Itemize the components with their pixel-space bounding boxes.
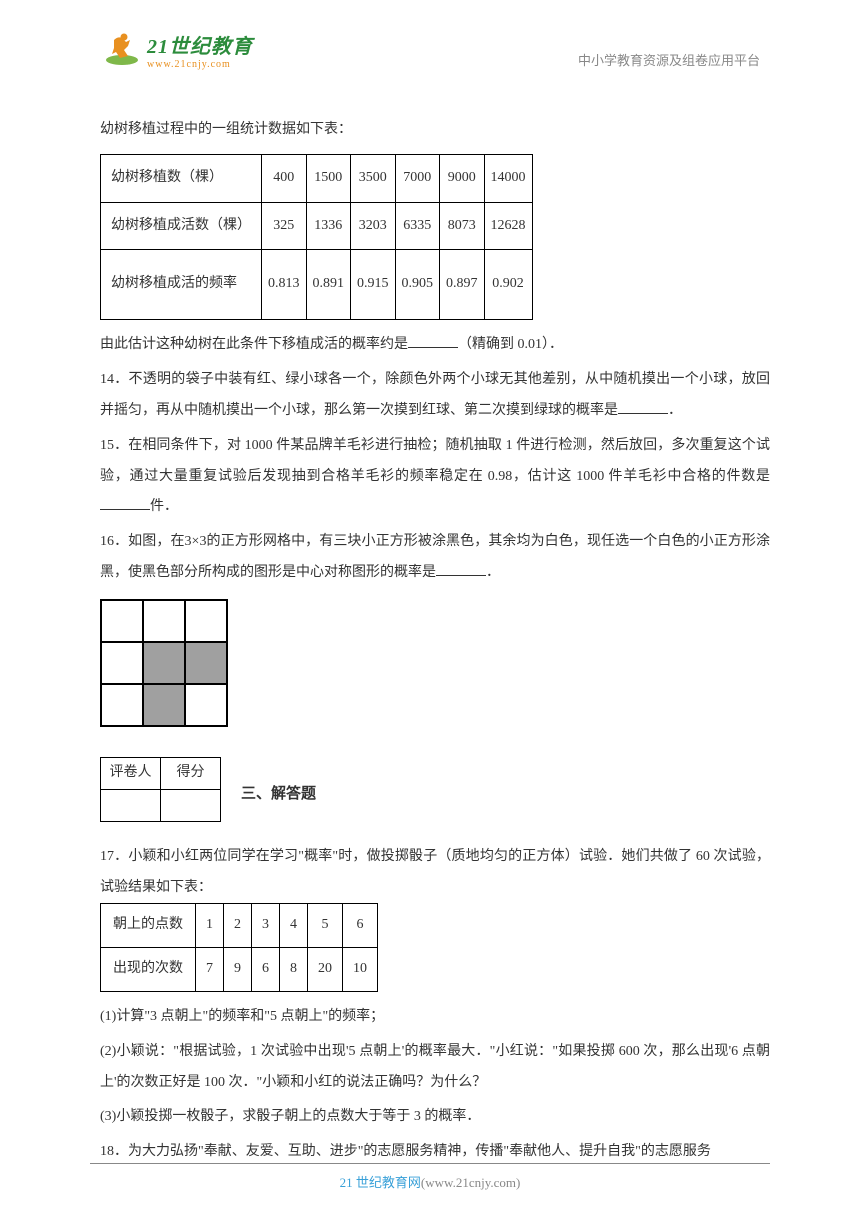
score-box: 评卷人 得分	[100, 757, 221, 832]
question-16: 16．如图，在3×3的正方形网格中，有三块小正方形被涂黑色，其余均为白色，现任选…	[100, 527, 770, 589]
cell: 12628	[484, 202, 532, 250]
cell: 6	[252, 948, 280, 992]
cell: 8073	[440, 202, 485, 250]
grid-table	[100, 599, 228, 727]
cell: 7	[196, 948, 224, 992]
blank-fill	[408, 334, 458, 348]
table-row: 出现的次数 7 9 6 8 20 10	[101, 948, 378, 992]
section-header-row: 评卷人 得分 三、解答题	[100, 757, 770, 832]
grid-figure	[100, 599, 770, 727]
grid-cell-filled	[143, 642, 185, 684]
grid-cell	[185, 600, 227, 642]
cell: 0.905	[395, 250, 440, 320]
text: ．	[668, 403, 682, 418]
cell: 0.902	[484, 250, 532, 320]
grid-cell	[185, 684, 227, 726]
page-content: 幼树移植过程中的一组统计数据如下表： 幼树移植数（棵） 400 1500 350…	[100, 115, 770, 1168]
cell: 3500	[351, 154, 396, 202]
cell: 7000	[395, 154, 440, 202]
cell: 0.897	[440, 250, 485, 320]
cell: 8	[280, 948, 308, 992]
cell: 20	[308, 948, 343, 992]
logo: 21世纪教育 www.21cnjy.com	[100, 30, 253, 70]
text: （精确到 0.01）．	[458, 337, 563, 352]
cell: 3	[252, 904, 280, 948]
cell: 0.813	[262, 250, 307, 320]
question-17-3: (3)小颖投掷一枚骰子，求骰子朝上的点数大于等于 3 的概率．	[100, 1102, 770, 1133]
cell: 4	[280, 904, 308, 948]
cell: 400	[262, 154, 307, 202]
cell: 0.891	[306, 250, 351, 320]
grid-cell	[143, 600, 185, 642]
section-title: 三、解答题	[241, 778, 316, 811]
question-13-tail: 由此估计这种幼树在此条件下移植成活的概率约是 （精确到 0.01）．	[100, 330, 770, 361]
score-header: 得分	[161, 757, 221, 789]
cell: 9000	[440, 154, 485, 202]
cell-label: 朝上的点数	[101, 904, 196, 948]
question-17: 17．小颖和小红两位同学在学习"概率"时，做投掷骰子（质地均匀的正方体）试验．她…	[100, 842, 770, 904]
blank-fill	[436, 562, 486, 576]
logo-title: 21世纪教育	[147, 30, 253, 59]
text: 件．	[150, 499, 178, 514]
grid-cell	[101, 642, 143, 684]
dice-table: 朝上的点数 1 2 3 4 5 6 出现的次数 7 9 6 8 20 10	[100, 903, 378, 992]
text: ．	[486, 565, 500, 580]
score-header: 评卷人	[101, 757, 161, 789]
cell: 1500	[306, 154, 351, 202]
intro-text: 幼树移植过程中的一组统计数据如下表：	[100, 115, 770, 146]
grid-cell	[101, 684, 143, 726]
math-expression: 3×3	[185, 534, 207, 549]
cell: 0.915	[351, 250, 396, 320]
question-15: 15．在相同条件下，对 1000 件某品牌羊毛衫进行抽检；随机抽取 1 件进行检…	[100, 431, 770, 523]
cell: 6	[343, 904, 378, 948]
footer-domain: (www.21cnjy.com)	[421, 1175, 520, 1190]
cell-label: 幼树移植数（棵）	[101, 154, 262, 202]
grid-cell-filled	[185, 642, 227, 684]
text: 16．如图，在	[100, 534, 185, 549]
tree-data-table: 幼树移植数（棵） 400 1500 3500 7000 9000 14000 幼…	[100, 154, 533, 321]
cell: 6335	[395, 202, 440, 250]
header-platform-text: 中小学教育资源及组卷应用平台	[578, 50, 760, 69]
score-cell	[101, 789, 161, 821]
cell: 10	[343, 948, 378, 992]
question-14: 14．不透明的袋子中装有红、绿小球各一个，除颜色外两个小球无其他差别，从中随机摸…	[100, 365, 770, 427]
cell: 2	[224, 904, 252, 948]
cell-label: 幼树移植成活的频率	[101, 250, 262, 320]
cell-label: 出现的次数	[101, 948, 196, 992]
footer-brand: 21 世纪教育网	[340, 1175, 421, 1190]
cell-label: 幼树移植成活数（棵）	[101, 202, 262, 250]
table-row: 幼树移植成活的频率 0.813 0.891 0.915 0.905 0.897 …	[101, 250, 533, 320]
page-header: 21世纪教育 www.21cnjy.com 中小学教育资源及组卷应用平台	[0, 0, 860, 90]
logo-text: 21世纪教育 www.21cnjy.com	[147, 30, 253, 70]
cell: 1	[196, 904, 224, 948]
cell: 325	[262, 202, 307, 250]
page-footer: 21 世纪教育网(www.21cnjy.com)	[0, 1163, 860, 1191]
cell: 1336	[306, 202, 351, 250]
question-17-2: (2)小颖说："根据试验，1 次试验中出现'5 点朝上'的概率最大．"小红说："…	[100, 1037, 770, 1099]
footer-divider	[90, 1163, 770, 1164]
cell: 9	[224, 948, 252, 992]
cell: 5	[308, 904, 343, 948]
runner-icon	[100, 32, 140, 68]
table-row: 朝上的点数 1 2 3 4 5 6	[101, 904, 378, 948]
score-cell	[161, 789, 221, 821]
logo-url: www.21cnjy.com	[147, 59, 253, 70]
cell: 3203	[351, 202, 396, 250]
blank-fill	[618, 400, 668, 414]
grid-cell	[101, 600, 143, 642]
table-row: 幼树移植数（棵） 400 1500 3500 7000 9000 14000	[101, 154, 533, 202]
blank-fill	[100, 496, 150, 510]
question-17-1: (1)计算"3 点朝上"的频率和"5 点朝上"的频率；	[100, 1002, 770, 1033]
cell: 14000	[484, 154, 532, 202]
table-row: 幼树移植成活数（棵） 325 1336 3203 6335 8073 12628	[101, 202, 533, 250]
grid-cell-filled	[143, 684, 185, 726]
text: 15．在相同条件下，对 1000 件某品牌羊毛衫进行抽检；随机抽取 1 件进行检…	[100, 438, 770, 484]
text: 由此估计这种幼树在此条件下移植成活的概率约是	[100, 337, 408, 352]
